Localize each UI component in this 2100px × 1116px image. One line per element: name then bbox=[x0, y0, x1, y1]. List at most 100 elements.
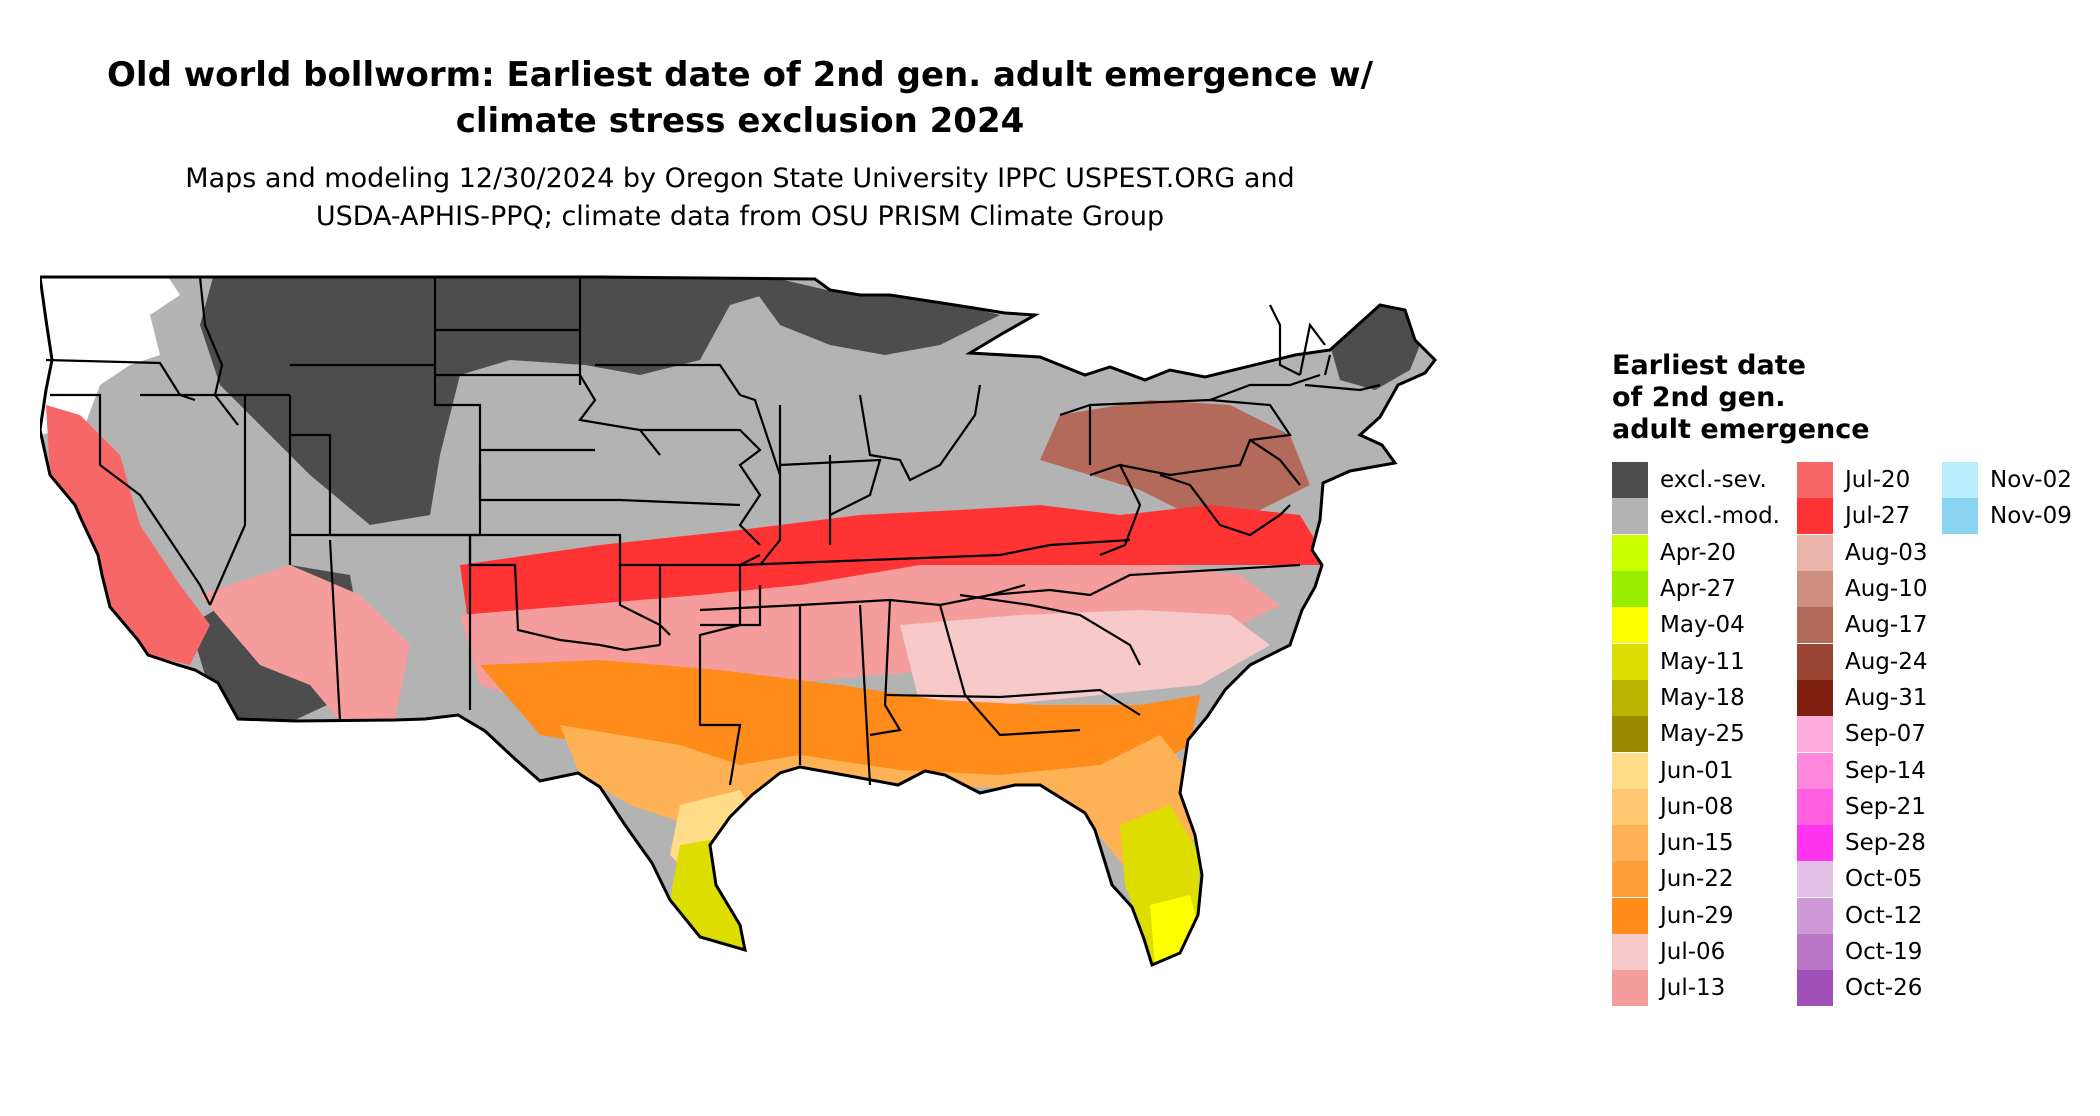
legend-swatch bbox=[1612, 679, 1648, 716]
legend-swatch bbox=[1612, 897, 1648, 934]
legend-label: Jun-22 bbox=[1660, 866, 1734, 893]
legend-label: Sep-28 bbox=[1845, 830, 1926, 857]
zone-southwest-jul bbox=[200, 565, 410, 721]
legend-label: Jul-20 bbox=[1845, 467, 1911, 494]
legend-label: Jul-13 bbox=[1660, 975, 1726, 1002]
subtitle-line-1: Maps and modeling 12/30/2024 by Oregon S… bbox=[185, 163, 1295, 194]
legend-label: Aug-31 bbox=[1845, 684, 1928, 711]
legend-item: Jul-27 bbox=[1797, 498, 1942, 535]
legend-swatch bbox=[1612, 571, 1648, 608]
legend-item: May-18 bbox=[1612, 679, 1797, 716]
legend-swatch bbox=[1612, 534, 1648, 571]
legend-label: Oct-19 bbox=[1845, 939, 1923, 965]
legend-label: Aug-24 bbox=[1845, 648, 1928, 675]
legend-item: Sep-07 bbox=[1797, 716, 1942, 753]
legend-item: Apr-27 bbox=[1612, 571, 1797, 608]
legend-swatch bbox=[1797, 752, 1833, 789]
legend-swatch bbox=[1612, 934, 1648, 970]
map-subtitle: Maps and modeling 12/30/2024 by Oregon S… bbox=[0, 160, 1480, 236]
legend-label: Jun-01 bbox=[1660, 757, 1734, 784]
legend-item: Nov-09 bbox=[1942, 498, 2082, 535]
legend-column-1: excl.-sev. excl.-mod. Apr-20 Apr-27 May-04 Ma… bbox=[1612, 462, 1797, 1007]
legend-label: Jun-29 bbox=[1660, 902, 1734, 929]
state-boundaries bbox=[40, 275, 1437, 967]
legend-item: May-25 bbox=[1612, 716, 1797, 753]
legend-swatch bbox=[1797, 571, 1833, 608]
legend-item: Jun-29 bbox=[1612, 897, 1797, 934]
legend-swatch bbox=[1797, 897, 1833, 934]
legend-swatch bbox=[1797, 462, 1833, 499]
legend-swatch bbox=[1612, 970, 1648, 1007]
legend-label: Sep-07 bbox=[1845, 721, 1926, 748]
title-line-2: climate stress exclusion 2024 bbox=[455, 101, 1025, 141]
zone-southeast-jul06 bbox=[900, 610, 1270, 705]
zone-great-lakes-severe bbox=[740, 277, 1000, 355]
legend-label: Jul-06 bbox=[1660, 939, 1726, 965]
legend-label: Oct-05 bbox=[1845, 866, 1923, 893]
legend-swatch bbox=[1797, 679, 1833, 716]
legend-swatch bbox=[1612, 607, 1648, 644]
legend-label: Apr-27 bbox=[1660, 576, 1736, 603]
legend-item: Aug-31 bbox=[1797, 679, 1942, 716]
legend-label: Aug-03 bbox=[1845, 539, 1928, 566]
legend-label: Jun-15 bbox=[1660, 830, 1734, 857]
legend-item: Oct-05 bbox=[1797, 861, 1942, 898]
legend-swatch bbox=[1612, 788, 1648, 825]
legend-swatch bbox=[1612, 643, 1648, 680]
map-title: Old world bollworm: Earliest date of 2nd… bbox=[0, 52, 1480, 144]
legend-item: Aug-17 bbox=[1797, 607, 1942, 644]
legend-swatch bbox=[1612, 462, 1648, 499]
legend-swatch bbox=[1612, 825, 1648, 862]
legend-title: Earliest date of 2nd gen. adult emergenc… bbox=[1612, 350, 2092, 446]
legend-label: excl.-sev. bbox=[1660, 467, 1767, 494]
us-emergence-map bbox=[40, 275, 1437, 967]
legend-item: Aug-24 bbox=[1797, 643, 1942, 680]
legend-item: Sep-14 bbox=[1797, 752, 1942, 789]
zone-california-warm bbox=[46, 405, 210, 665]
legend-label: Aug-10 bbox=[1845, 576, 1928, 603]
legend-swatch bbox=[1797, 788, 1833, 825]
legend-label: Aug-17 bbox=[1845, 612, 1928, 639]
legend-swatch bbox=[1612, 861, 1648, 898]
legend-item: Jun-15 bbox=[1612, 825, 1797, 862]
legend-item: Jun-22 bbox=[1612, 861, 1797, 898]
emergence-zones bbox=[40, 277, 1435, 965]
legend-columns: excl.-sev. excl.-mod. Apr-20 Apr-27 May-04 Ma… bbox=[1612, 462, 2092, 1007]
legend-swatch bbox=[1942, 498, 1978, 535]
legend-label: Sep-21 bbox=[1845, 793, 1926, 820]
legend-item: Apr-20 bbox=[1612, 534, 1797, 571]
legend-title-line-2: of 2nd gen. bbox=[1612, 382, 1786, 413]
legend-item: Jul-06 bbox=[1612, 934, 1797, 970]
legend-swatch bbox=[1797, 643, 1833, 680]
legend-item: Sep-21 bbox=[1797, 788, 1942, 825]
legend-label: Nov-02 bbox=[1990, 467, 2072, 494]
legend-item: Sep-28 bbox=[1797, 825, 1942, 862]
legend-item: Jul-20 bbox=[1797, 462, 1942, 499]
legend-swatch bbox=[1797, 970, 1833, 1007]
legend-item: excl.-sev. bbox=[1612, 462, 1797, 499]
legend-label: excl.-mod. bbox=[1660, 503, 1780, 530]
legend-column-2: Jul-20 Jul-27 Aug-03 Aug-10 Aug-17 Aug-24 Aug-… bbox=[1797, 462, 1942, 1007]
legend-item: Aug-03 bbox=[1797, 534, 1942, 571]
zone-florida-tip-may04 bbox=[1150, 895, 1198, 965]
legend-item: Jul-13 bbox=[1612, 970, 1797, 1007]
legend-label: Sep-14 bbox=[1845, 757, 1926, 784]
legend-label: May-11 bbox=[1660, 648, 1745, 675]
legend-item: Oct-19 bbox=[1797, 934, 1942, 970]
legend: Earliest date of 2nd gen. adult emergenc… bbox=[1612, 350, 2092, 1007]
legend-swatch bbox=[1797, 716, 1833, 753]
legend-label: Oct-26 bbox=[1845, 975, 1923, 1002]
legend-label: Apr-20 bbox=[1660, 539, 1736, 566]
legend-item: Nov-02 bbox=[1942, 462, 2082, 499]
legend-item: May-04 bbox=[1612, 607, 1797, 644]
legend-label: Nov-09 bbox=[1990, 503, 2072, 530]
title-line-1: Old world bollworm: Earliest date of 2nd… bbox=[107, 55, 1373, 95]
legend-item: Oct-26 bbox=[1797, 970, 1942, 1007]
zone-ohio-valley-aug bbox=[1040, 400, 1310, 515]
legend-label: May-18 bbox=[1660, 684, 1745, 711]
legend-swatch bbox=[1797, 825, 1833, 862]
legend-label: May-04 bbox=[1660, 612, 1745, 639]
legend-label: Jun-08 bbox=[1660, 793, 1734, 820]
legend-swatch bbox=[1942, 462, 1978, 499]
legend-column-3: Nov-02 Nov-09 bbox=[1942, 462, 2082, 1006]
